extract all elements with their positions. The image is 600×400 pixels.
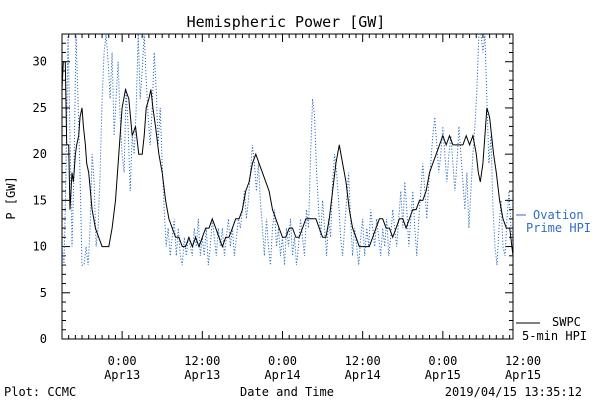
y-axis-label: P [GW] — [4, 176, 18, 219]
plot-frame — [61, 33, 514, 340]
x-tick-date-label: Apr13 — [104, 368, 140, 382]
legend-label-swpc-2: 5-min HPI — [522, 329, 587, 343]
y-tick-label: 25 — [33, 101, 47, 115]
chart-title: Hemispheric Power [GW] — [187, 13, 386, 31]
y-tick-label: 30 — [33, 55, 47, 69]
series-ovation-prime-line — [62, 34, 513, 266]
x-tick-date-label: Apr15 — [425, 368, 461, 382]
x-tick-date-label: Apr14 — [264, 368, 300, 382]
y-tick-label: 20 — [33, 147, 47, 161]
x-tick-time-label: 0:00 — [268, 354, 297, 368]
footer-plot-credit: Plot: CCMC — [4, 385, 76, 399]
x-tick-time-label: 0:00 — [108, 354, 137, 368]
footer-timestamp: 2019/04/15 13:35:12 — [445, 385, 582, 399]
x-tick-date-label: Apr14 — [345, 368, 381, 382]
x-tick-time-label: 12:00 — [505, 354, 541, 368]
legend-label-ovation-1: Ovation — [533, 208, 584, 222]
y-tick-label: 10 — [33, 240, 47, 254]
legend-label-ovation-2: Prime HPI — [526, 221, 591, 235]
x-tick-date-label: Apr13 — [184, 368, 220, 382]
x-axis-label: Date and Time — [240, 385, 334, 399]
x-tick-time-label: 12:00 — [345, 354, 381, 368]
y-tick-label: 5 — [40, 286, 47, 300]
x-tick-date-label: Apr15 — [505, 368, 541, 382]
x-tick-time-label: 0:00 — [428, 354, 457, 368]
y-tick-label: 0 — [40, 332, 47, 346]
y-tick-label: 15 — [33, 193, 47, 207]
legend: Ovation Prime HPI SWPC 5-min HPI — [516, 208, 591, 343]
x-tick-time-label: 12:00 — [184, 354, 220, 368]
series-swpc-line — [62, 61, 513, 256]
legend-label-swpc-1: SWPC — [552, 315, 581, 329]
